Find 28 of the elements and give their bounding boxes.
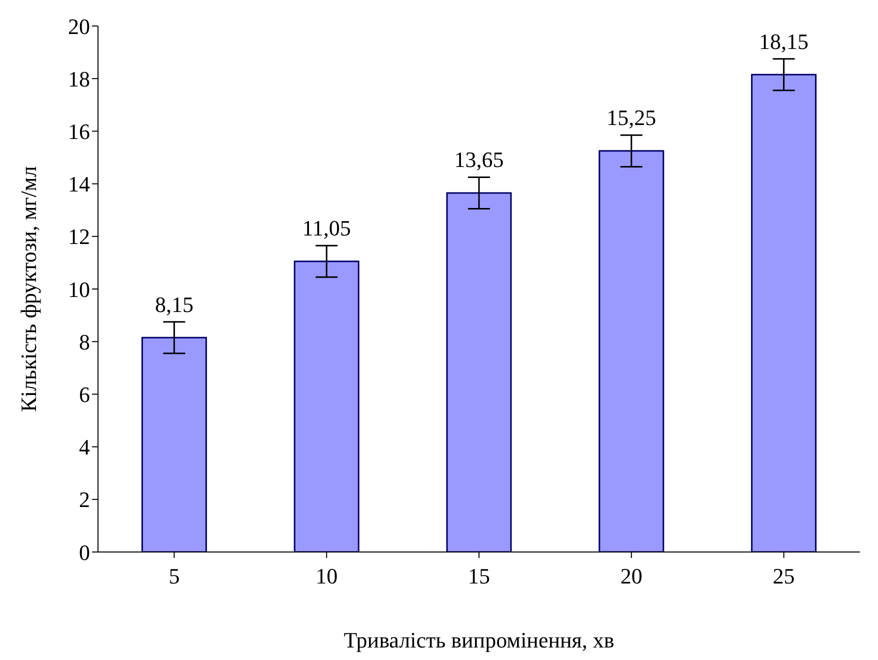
bar (751, 74, 817, 552)
data-label: 11,05 (302, 216, 351, 241)
y-tick-label: 2 (79, 487, 90, 512)
data-label: 15,25 (606, 105, 656, 130)
y-tick-label: 10 (68, 276, 90, 302)
y-tick-label: 20 (68, 14, 90, 39)
x-tick-label: 15 (468, 564, 490, 589)
y-tick-label: 16 (68, 119, 90, 144)
y-tick-label: 4 (79, 434, 90, 460)
data-label: 8,15 (154, 292, 194, 317)
bar (446, 192, 512, 552)
x-tick-label: 10 (316, 564, 338, 589)
y-tick-label: 6 (79, 382, 90, 408)
bar (294, 260, 360, 552)
bar (141, 336, 207, 552)
y-tick-label: 18 (68, 66, 90, 92)
x-tick-label: 25 (772, 564, 795, 589)
x-tick-label: 20 (620, 564, 642, 589)
y-axis-title: Кількість фруктози, мг/мл (16, 166, 41, 412)
y-tick-label: 0 (79, 540, 90, 565)
x-axis-title: Тривалість випромінення, хв (344, 628, 614, 653)
data-label: 18,15 (759, 28, 809, 54)
y-tick-label: 8 (79, 329, 90, 354)
x-tick-label: 5 (168, 564, 180, 589)
data-label: 13,65 (454, 147, 504, 172)
y-tick-label: 12 (68, 224, 90, 250)
bar (598, 150, 664, 552)
y-tick-label: 14 (68, 172, 90, 197)
